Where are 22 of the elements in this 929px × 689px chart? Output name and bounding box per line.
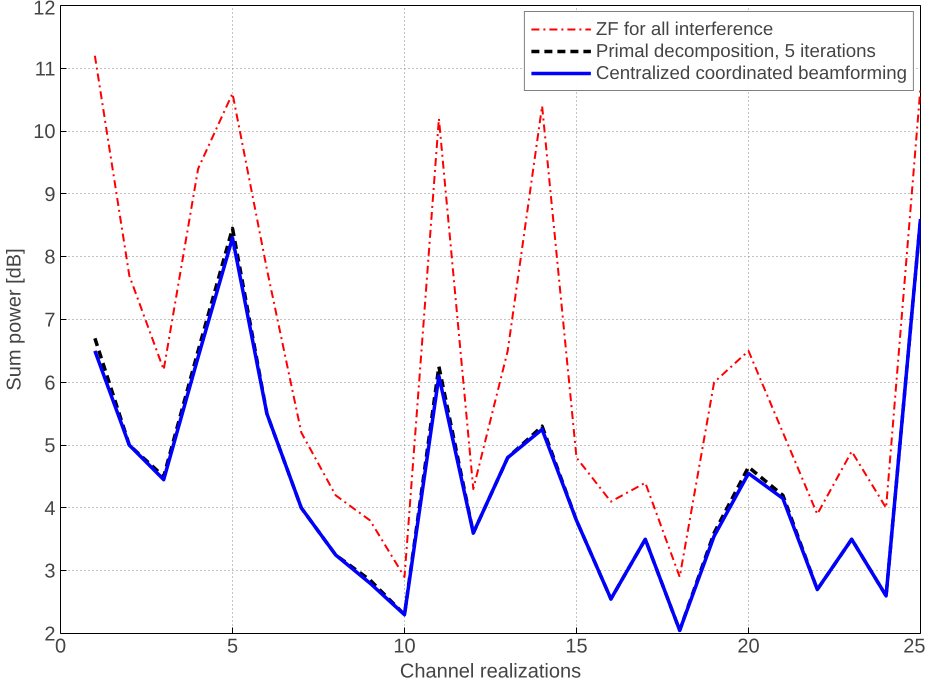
y-tick-label: 11 (34, 58, 56, 80)
y-tick-label: 2 (44, 624, 56, 646)
legend-label: Centralized coordinated beamforming (596, 62, 907, 84)
legend-label: ZF for all interference (596, 18, 774, 40)
y-tick-label: 9 (44, 184, 56, 206)
x-tick-label: 15 (565, 636, 588, 658)
y-tick-label: 8 (44, 246, 56, 269)
x-tick-label: 20 (737, 636, 760, 658)
legend-label: Primal decomposition, 5 iterations (596, 40, 876, 62)
x-tick-label: 0 (54, 636, 66, 658)
x-axis-title: Channel realizations (400, 660, 582, 682)
x-tick-label: 10 (393, 636, 416, 658)
y-tick-label: 7 (44, 310, 56, 332)
y-tick-label: 3 (44, 560, 56, 583)
x-tick-label: 25 (903, 636, 926, 658)
y-axis-title: Sum power [dB] (3, 248, 26, 391)
y-tick-label: 5 (44, 435, 56, 458)
y-tick-label: 4 (44, 498, 56, 520)
y-tick-label: 6 (44, 372, 56, 394)
x-tick-label: 5 (226, 636, 238, 658)
y-tick-label: 10 (33, 121, 56, 144)
y-tick-label: 12 (33, 0, 56, 20)
